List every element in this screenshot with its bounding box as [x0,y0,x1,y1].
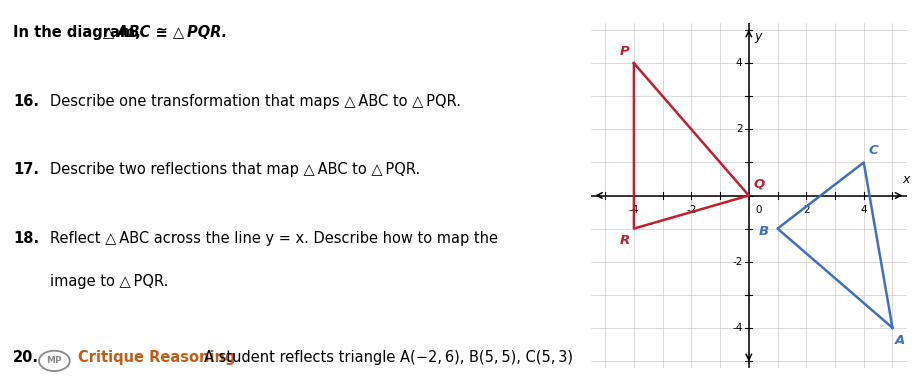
Text: 18.: 18. [13,231,39,246]
Text: y: y [754,30,761,43]
Text: -2: -2 [732,256,743,267]
Text: Q: Q [753,178,764,190]
Text: Critique Reasoning: Critique Reasoning [78,350,235,365]
Text: 4: 4 [860,205,867,215]
Text: 4: 4 [736,58,743,68]
Text: Describe two reflections that map △ ABC to △ PQR.: Describe two reflections that map △ ABC … [50,162,420,177]
Text: MP: MP [47,356,62,366]
Text: image to △ PQR.: image to △ PQR. [50,274,169,289]
Text: 2: 2 [803,205,810,215]
Text: C: C [868,144,878,158]
Text: R: R [619,233,629,247]
Text: x: x [902,173,910,186]
Text: P: P [620,45,629,58]
Text: 20.: 20. [13,350,39,365]
Text: -4: -4 [628,205,639,215]
Text: -4: -4 [732,323,743,333]
Text: -2: -2 [686,205,696,215]
Text: 17.: 17. [13,162,39,177]
Text: △ ABC ≅ △ PQR.: △ ABC ≅ △ PQR. [104,25,227,40]
Text: A: A [895,334,906,348]
Text: A student reflects triangle A(−2, 6), B(5, 5), C(5, 3): A student reflects triangle A(−2, 6), B(… [204,350,572,365]
Text: Reflect △ ABC across the line y = x. Describe how to map the: Reflect △ ABC across the line y = x. Des… [50,231,498,246]
Text: Describe one transformation that maps △ ABC to △ PQR.: Describe one transformation that maps △ … [50,94,462,109]
Text: In the diagram,: In the diagram, [13,25,146,40]
Text: B: B [758,225,769,239]
Text: 2: 2 [736,124,743,135]
Text: 0: 0 [755,205,761,215]
Text: 16.: 16. [13,94,39,109]
